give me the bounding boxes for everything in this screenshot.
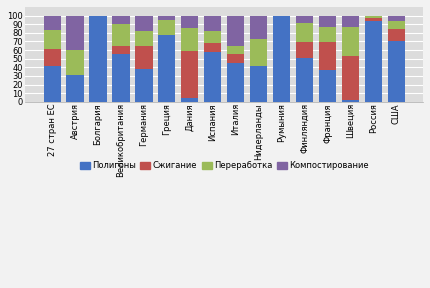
Bar — [112, 54, 129, 102]
Bar — [296, 42, 313, 58]
Bar — [43, 49, 61, 67]
Bar — [112, 46, 129, 54]
Bar — [342, 27, 359, 56]
Bar — [135, 69, 153, 102]
Bar — [158, 20, 175, 35]
Legend: Полигоны, Сжигание, Переработка, Компостирование: Полигоны, Сжигание, Переработка, Компост… — [77, 158, 372, 174]
Bar — [342, 100, 359, 102]
Bar — [135, 31, 153, 46]
Bar — [296, 16, 313, 23]
Bar — [296, 23, 313, 42]
Bar — [227, 54, 244, 63]
Bar — [135, 16, 153, 31]
Bar — [319, 42, 336, 70]
Bar — [388, 29, 405, 41]
Bar — [296, 58, 313, 102]
Bar — [388, 16, 405, 21]
Bar — [365, 16, 382, 18]
Bar — [158, 16, 175, 20]
Bar — [43, 67, 61, 102]
Bar — [365, 18, 382, 21]
Bar — [204, 52, 221, 102]
Bar — [319, 70, 336, 102]
Bar — [250, 66, 267, 67]
Bar — [204, 16, 221, 31]
Bar — [342, 56, 359, 100]
Bar — [250, 67, 267, 102]
Bar — [158, 35, 175, 102]
Bar — [204, 31, 221, 43]
Bar — [112, 24, 129, 46]
Bar — [227, 46, 244, 54]
Bar — [388, 21, 405, 29]
Bar — [43, 16, 61, 30]
Bar — [319, 27, 336, 42]
Bar — [227, 63, 244, 102]
Bar — [67, 50, 84, 75]
Bar — [67, 16, 84, 50]
Bar — [67, 75, 84, 102]
Bar — [181, 51, 199, 98]
Bar — [112, 16, 129, 24]
Bar — [227, 16, 244, 46]
Bar — [342, 16, 359, 27]
Bar — [181, 28, 199, 51]
Bar — [365, 21, 382, 102]
Bar — [319, 16, 336, 27]
Bar — [273, 16, 290, 102]
Bar — [43, 30, 61, 49]
Bar — [204, 43, 221, 52]
Bar — [250, 16, 267, 39]
Bar — [181, 16, 199, 28]
Bar — [89, 16, 107, 102]
Bar — [135, 46, 153, 69]
Bar — [181, 98, 199, 102]
Bar — [388, 41, 405, 102]
Bar — [250, 39, 267, 66]
